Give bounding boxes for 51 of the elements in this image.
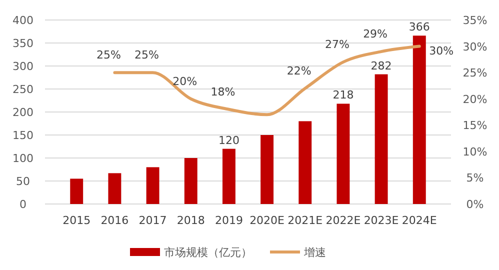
y2-tick-label: 35% bbox=[462, 14, 488, 27]
y2-tick-label: 0% bbox=[466, 198, 484, 211]
y2-tick-label: 15% bbox=[462, 119, 488, 132]
legend-label: 市场规模（亿元） bbox=[164, 246, 252, 259]
bar bbox=[70, 178, 84, 204]
x-tick-label: 2024E bbox=[402, 214, 437, 227]
data-label: 29% bbox=[363, 28, 388, 41]
y-tick-label: 350 bbox=[12, 37, 34, 50]
x-tick-label: 2021E bbox=[288, 214, 323, 227]
bar bbox=[222, 148, 236, 204]
data-label: 22% bbox=[286, 64, 312, 78]
bar bbox=[146, 167, 160, 204]
data-label: 30% bbox=[429, 44, 454, 58]
bar bbox=[412, 36, 426, 204]
y-tick-label: 50 bbox=[16, 175, 30, 188]
y-tick-label: 100 bbox=[12, 152, 34, 165]
data-label: 366 bbox=[408, 20, 430, 34]
y2-tick-label: 30% bbox=[462, 40, 488, 54]
y-tick-label: 200 bbox=[12, 106, 34, 119]
bar bbox=[184, 158, 198, 204]
x-tick-label: 2016 bbox=[100, 214, 129, 227]
x-tick-label: 2015 bbox=[62, 214, 91, 227]
bar bbox=[298, 121, 312, 204]
y-tick-label: 400 bbox=[12, 14, 34, 27]
y-tick-label: 150 bbox=[12, 129, 34, 142]
bar bbox=[336, 104, 350, 204]
y-tick-label: 0 bbox=[20, 198, 26, 211]
x-tick-label: 2023E bbox=[364, 214, 399, 227]
legend-label: 增速 bbox=[303, 246, 326, 259]
data-label: 25% bbox=[96, 48, 121, 62]
data-label: 120 bbox=[218, 134, 240, 147]
data-label: 18% bbox=[210, 85, 236, 98]
data-label: 25% bbox=[134, 48, 160, 62]
y2-tick-label: 10% bbox=[462, 145, 488, 158]
data-label: 20% bbox=[172, 74, 198, 88]
data-label: 282 bbox=[370, 59, 392, 72]
x-tick-label: 2018 bbox=[176, 214, 205, 227]
bar bbox=[260, 135, 274, 204]
x-tick-label: 2022E bbox=[326, 214, 361, 227]
data-label: 27% bbox=[324, 38, 350, 52]
y2-tick-label: 5% bbox=[466, 172, 484, 185]
data-label: 218 bbox=[332, 88, 354, 102]
y-tick-label: 250 bbox=[12, 83, 34, 96]
x-tick-label: 2020E bbox=[250, 214, 285, 227]
x-tick-label: 2019 bbox=[214, 214, 243, 227]
bar bbox=[374, 74, 388, 204]
y-tick-label: 300 bbox=[12, 60, 34, 73]
bar bbox=[108, 173, 122, 204]
y2-tick-label: 25% bbox=[462, 66, 488, 80]
x-tick-label: 2017 bbox=[138, 214, 167, 227]
y2-tick-label: 20% bbox=[462, 92, 488, 106]
